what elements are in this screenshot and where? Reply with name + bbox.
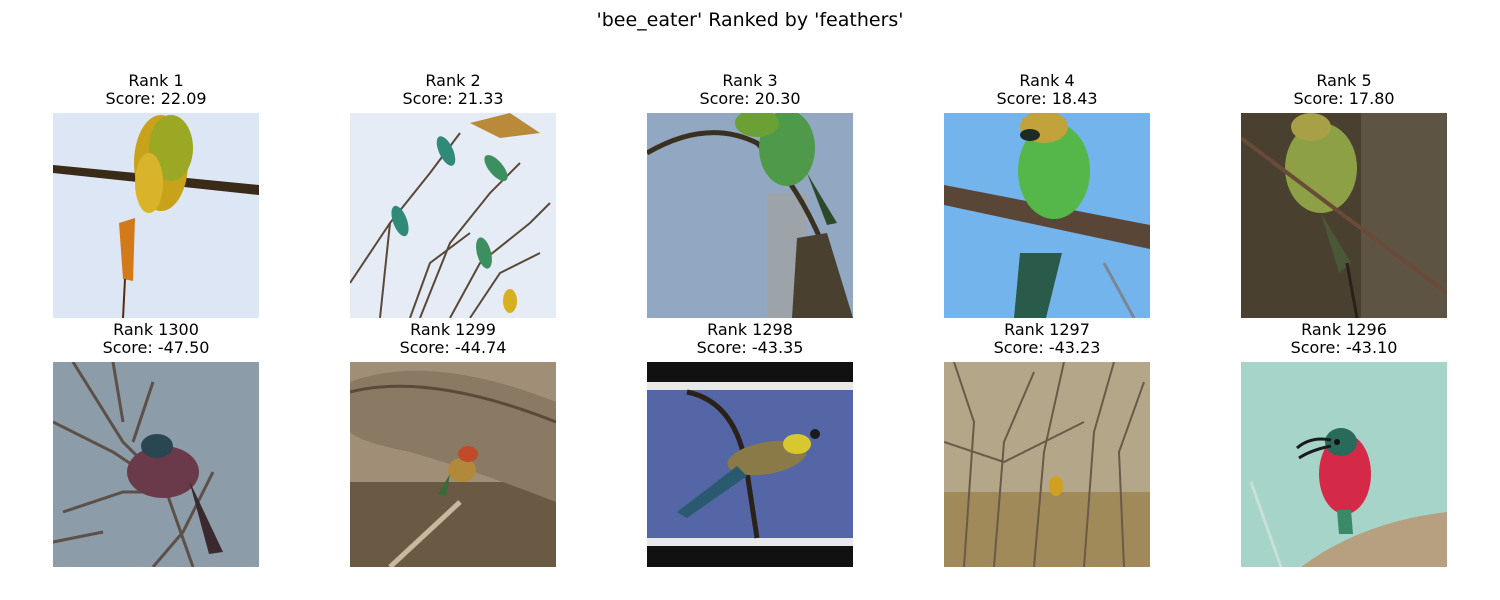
result-panel-bottom-1: Rank 1300 Score: -47.50 bbox=[53, 321, 259, 567]
score-label: Score: -43.35 bbox=[696, 338, 804, 357]
result-panel-top-1: Rank 1 Score: 22.09 bbox=[53, 72, 259, 318]
bird-image bbox=[350, 362, 556, 567]
bird-image bbox=[53, 113, 259, 318]
rank-label: Rank 1 bbox=[128, 71, 184, 90]
bird-image bbox=[647, 362, 853, 567]
rank-label: Rank 1297 bbox=[1004, 320, 1090, 339]
bird-image bbox=[350, 113, 556, 318]
score-label: Score: 21.33 bbox=[402, 89, 504, 108]
score-label: Score: 18.43 bbox=[996, 89, 1098, 108]
bird-image bbox=[647, 113, 853, 318]
result-panel-bottom-5: Rank 1296 Score: -43.10 bbox=[1241, 321, 1447, 567]
score-label: Score: 17.80 bbox=[1293, 89, 1395, 108]
bird-image bbox=[944, 113, 1150, 318]
rank-label: Rank 4 bbox=[1019, 71, 1075, 90]
result-panel-bottom-3: Rank 1298 Score: -43.35 bbox=[647, 321, 853, 567]
rank-label: Rank 1299 bbox=[410, 320, 496, 339]
score-label: Score: 22.09 bbox=[105, 89, 207, 108]
result-panel-top-4: Rank 4 Score: 18.43 bbox=[944, 72, 1150, 318]
result-panel-top-3: Rank 3 Score: 20.30 bbox=[647, 72, 853, 318]
rank-label: Rank 2 bbox=[425, 71, 481, 90]
score-label: Score: -47.50 bbox=[102, 338, 210, 357]
figure-title: 'bee_eater' Ranked by 'feathers' bbox=[596, 9, 904, 31]
result-panel-top-2: Rank 2 Score: 21.33 bbox=[350, 72, 556, 318]
score-label: Score: -43.10 bbox=[1290, 338, 1398, 357]
bird-image bbox=[944, 362, 1150, 567]
score-label: Score: -43.23 bbox=[993, 338, 1101, 357]
bird-image bbox=[1241, 362, 1447, 567]
result-panel-bottom-2: Rank 1299 Score: -44.74 bbox=[350, 321, 556, 567]
bird-image bbox=[53, 362, 259, 567]
score-label: Score: 20.30 bbox=[699, 89, 801, 108]
rank-label: Rank 1296 bbox=[1301, 320, 1387, 339]
result-panel-bottom-4: Rank 1297 Score: -43.23 bbox=[944, 321, 1150, 567]
rank-label: Rank 1300 bbox=[113, 320, 199, 339]
score-label: Score: -44.74 bbox=[399, 338, 507, 357]
result-panel-top-5: Rank 5 Score: 17.80 bbox=[1241, 72, 1447, 318]
bird-image bbox=[1241, 113, 1447, 318]
rank-label: Rank 5 bbox=[1316, 71, 1372, 90]
rank-label: Rank 1298 bbox=[707, 320, 793, 339]
rank-label: Rank 3 bbox=[722, 71, 778, 90]
